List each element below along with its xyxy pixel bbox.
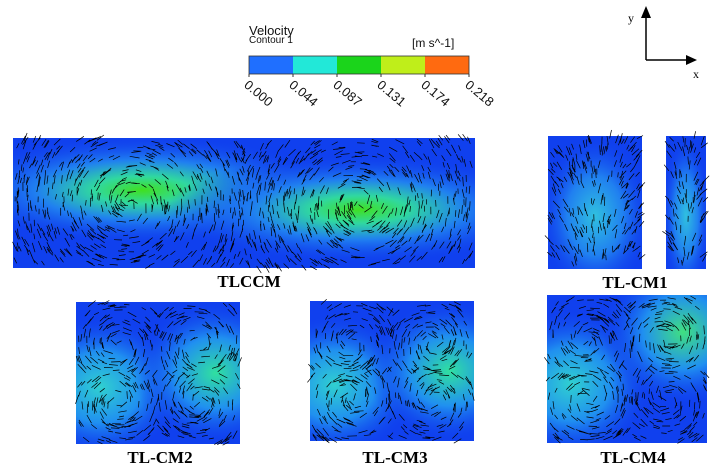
panel-tlcm2 bbox=[75, 300, 242, 446]
axis-y-label: y bbox=[628, 11, 634, 25]
panel-label-tlcm4: TL-CM4 bbox=[600, 448, 666, 467]
panel-label-tlcm1: TL-CM1 bbox=[602, 273, 668, 292]
velocity-vectors bbox=[544, 129, 646, 267]
legend-subtitle: Contour 1 bbox=[249, 35, 293, 46]
legend-color-bar bbox=[248, 55, 470, 77]
legend-swatch-0 bbox=[249, 56, 293, 74]
panel-tlcm4 bbox=[544, 295, 710, 444]
legend-swatch-4 bbox=[425, 56, 469, 74]
velocity-vectors bbox=[75, 300, 242, 446]
panel-tlccm bbox=[12, 132, 475, 274]
velocity-vectors bbox=[662, 131, 710, 266]
velocity-vectors bbox=[544, 295, 710, 444]
panel-label-tlcm2: TL-CM2 bbox=[127, 448, 193, 467]
velocity-vectors bbox=[307, 299, 475, 444]
legend-swatch-3 bbox=[381, 56, 425, 74]
legend-swatch-1 bbox=[293, 56, 337, 74]
coordinate-axes bbox=[641, 6, 697, 65]
legend-unit: [m s^-1] bbox=[412, 36, 455, 50]
panel-label-tlcm3: TL-CM3 bbox=[362, 448, 428, 467]
legend-swatch-2 bbox=[337, 56, 381, 74]
axis-x-label: x bbox=[693, 67, 699, 81]
panel-label-tlccm: TLCCM bbox=[217, 272, 281, 291]
legend-title: Velocity bbox=[249, 23, 294, 38]
panel-tlcm3 bbox=[307, 299, 475, 444]
velocity-vectors bbox=[12, 132, 474, 274]
panel-tlcm1 bbox=[544, 129, 710, 269]
